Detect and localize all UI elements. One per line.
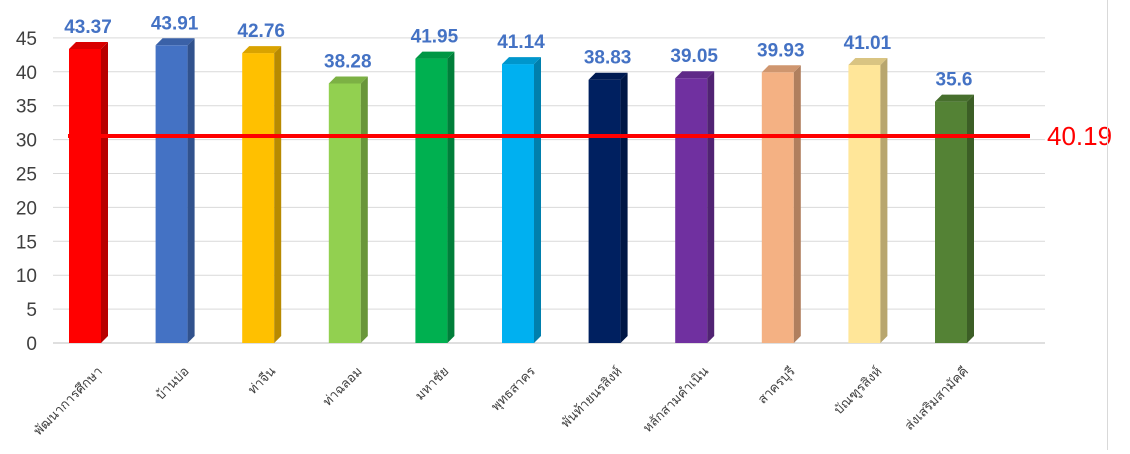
data-label: 39.93 <box>757 40 805 61</box>
bar-front-face <box>935 101 967 344</box>
data-label: 39.05 <box>670 46 718 67</box>
data-label: 35.6 <box>936 70 973 91</box>
x-tick-label: พุทธสาคร <box>489 364 539 414</box>
bar-front-face <box>415 58 448 343</box>
bar-front-face <box>328 83 361 343</box>
bar-front-face <box>502 64 534 343</box>
data-label: 41.01 <box>844 33 892 54</box>
bar <box>935 94 974 344</box>
x-axis-tick-labels: พัฒนาการศึกษา บ้านบ่อ ท่าจีน ท่าฉลอม มหาชัย พ… <box>31 363 972 438</box>
data-label: 41.95 <box>411 27 459 48</box>
bar-side-face <box>793 65 801 343</box>
data-label: 38.28 <box>324 51 372 72</box>
x-tick-label: มหาชัย <box>413 364 453 404</box>
bar-side-face <box>880 57 888 343</box>
y-tick-label: 40 <box>16 63 37 84</box>
bar-side-face <box>360 76 368 343</box>
data-labels: 43.37 43.91 42.76 38.28 41.95 41.14 38.83 39.05… <box>64 13 972 90</box>
x-tick-label: บ้านบ่อ <box>153 364 192 403</box>
bar <box>848 57 888 343</box>
y-tick-label: 5 <box>26 300 37 321</box>
bar <box>761 65 801 343</box>
bar-top-face <box>502 57 541 65</box>
x-tick-label: ท่าจีน <box>245 363 279 397</box>
y-tick-label: 15 <box>16 232 37 253</box>
bar-top-face <box>328 76 368 84</box>
bar-top-face <box>848 57 888 65</box>
y-tick-label: 45 <box>16 29 37 50</box>
x-tick-label: พันท้ายนรสิงห์ <box>558 364 626 432</box>
bar <box>328 76 368 343</box>
bar-front-face <box>588 79 621 343</box>
bar-front-face <box>155 45 188 344</box>
bar-side-face <box>967 94 974 343</box>
x-tick-label: ท่าฉลอม <box>320 364 365 409</box>
data-label: 43.37 <box>64 17 112 38</box>
bar-top-face <box>155 38 195 46</box>
data-label: 38.83 <box>584 48 632 69</box>
bars <box>69 38 974 344</box>
y-tick-label: 35 <box>16 97 37 118</box>
y-axis-tick-labels: 0 5 10 15 20 25 30 35 40 45 <box>16 29 37 355</box>
bar-front-face <box>675 78 708 343</box>
bar-side-face <box>187 38 195 344</box>
y-tick-label: 20 <box>16 198 37 219</box>
bar-side-face <box>101 41 108 343</box>
data-label: 43.91 <box>151 13 199 34</box>
x-tick-label: หลักสามคำเนิน <box>640 364 712 436</box>
bar-top-face <box>675 71 715 79</box>
bar <box>502 57 541 343</box>
bar <box>242 46 282 344</box>
bar-top-face <box>588 72 628 80</box>
bar-front-face <box>242 53 275 344</box>
bar-side-face <box>707 71 715 343</box>
reference-line-group: 40.19 <box>68 121 1112 151</box>
bar-side-face <box>274 46 282 344</box>
y-tick-label: 0 <box>26 334 37 355</box>
y-tick-label: 10 <box>16 266 37 287</box>
bar-side-face <box>447 51 455 343</box>
bar-top-face <box>69 41 108 49</box>
bar-front-face <box>761 72 794 343</box>
bar <box>415 51 455 343</box>
bar-front-face <box>69 48 101 343</box>
x-tick-label: บัณฑูรสิงห์ <box>831 364 885 418</box>
bar-top-face <box>935 94 974 102</box>
bar <box>588 72 628 343</box>
bar <box>155 38 195 344</box>
bar <box>675 71 715 343</box>
data-label: 42.76 <box>237 21 285 42</box>
y-tick-label: 25 <box>16 165 37 186</box>
bar-top-face <box>415 51 455 59</box>
x-tick-label: พัฒนาการศึกษา <box>31 364 106 439</box>
data-label: 41.14 <box>497 32 545 53</box>
x-tick-label: ส่งเสริมสามัคคี <box>902 364 972 434</box>
bar-top-face <box>761 65 801 73</box>
bar-side-face <box>620 72 628 343</box>
right-divider <box>1107 0 1108 450</box>
bar-top-face <box>242 46 282 54</box>
y-tick-label: 30 <box>16 131 37 152</box>
bar-front-face <box>848 64 881 343</box>
reference-line-label: 40.19 <box>1047 121 1112 151</box>
gridlines <box>53 37 1045 344</box>
x-tick-label: สาครบุรี <box>755 364 799 408</box>
bar-side-face <box>534 57 541 343</box>
bar <box>69 41 108 343</box>
